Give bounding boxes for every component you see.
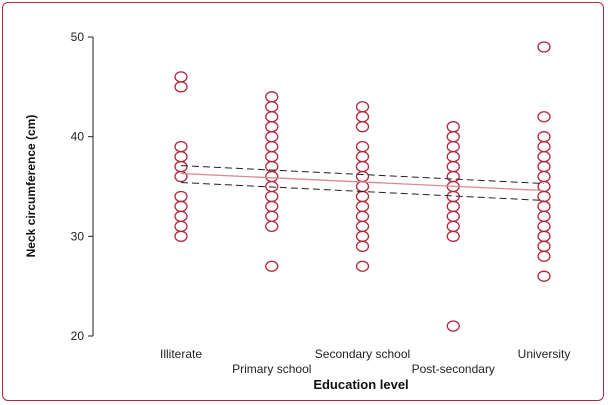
data-point — [174, 150, 188, 163]
x-tick-label: Primary school — [232, 362, 311, 376]
data-point — [265, 91, 279, 103]
data-point — [537, 270, 551, 282]
data-point — [446, 220, 460, 233]
data-point — [174, 190, 188, 203]
data-point — [537, 200, 551, 213]
data-point — [355, 180, 370, 193]
y-tick-label: 30 — [71, 229, 85, 243]
data-point — [355, 111, 370, 123]
data-point — [537, 111, 551, 123]
data-point — [265, 121, 279, 133]
data-point — [355, 101, 370, 113]
data-point — [174, 210, 188, 223]
data-point — [265, 101, 279, 113]
data-point — [446, 150, 460, 163]
data-point — [265, 170, 279, 183]
data-point — [446, 200, 460, 213]
ci-upper-line — [180, 165, 545, 185]
data-point — [174, 220, 188, 233]
data-point — [355, 140, 370, 153]
data-point — [537, 160, 551, 173]
ci-lower-line — [180, 182, 545, 201]
data-point — [265, 140, 279, 153]
data-points — [174, 41, 551, 332]
data-point — [355, 210, 370, 223]
data-point — [265, 190, 279, 203]
data-point — [174, 140, 188, 153]
data-point — [265, 210, 279, 223]
data-point — [355, 150, 370, 163]
axes — [88, 36, 94, 337]
data-point — [537, 170, 551, 183]
data-point — [265, 150, 279, 163]
x-axis-title: Education level — [313, 377, 408, 392]
data-point — [446, 131, 460, 143]
data-point — [446, 320, 460, 332]
data-point — [446, 121, 460, 133]
data-point — [537, 240, 551, 252]
data-point — [265, 260, 279, 272]
data-point — [174, 230, 188, 242]
x-tick-label: University — [518, 347, 571, 361]
data-point — [355, 200, 370, 213]
regression-line — [180, 172, 545, 192]
data-point — [537, 131, 551, 143]
y-axis-title: Neck circumference (cm) — [24, 115, 38, 258]
y-tick-label: 50 — [71, 30, 85, 44]
data-point — [265, 220, 279, 233]
data-point — [355, 240, 370, 252]
x-tick-label: Post-secondary — [412, 362, 495, 376]
data-point — [537, 250, 551, 262]
data-point — [355, 170, 370, 183]
data-point — [446, 140, 460, 153]
x-tick-label: Illiterate — [160, 347, 202, 361]
data-point — [537, 41, 551, 53]
x-tick-label: Secondary school — [315, 347, 410, 361]
data-point — [355, 220, 370, 233]
data-point — [355, 260, 370, 272]
data-point — [355, 121, 370, 133]
trend-lines — [180, 165, 545, 201]
data-point — [265, 200, 279, 213]
data-point — [265, 131, 279, 143]
data-point — [446, 230, 460, 242]
data-point — [355, 160, 370, 173]
tick-labels: 20 30 40 50 Illiterate Primary school Secondar… — [71, 30, 571, 376]
data-point — [537, 140, 551, 153]
data-point — [265, 111, 279, 123]
data-point — [174, 160, 188, 173]
y-tick-label: 20 — [71, 329, 85, 343]
data-point — [355, 190, 370, 203]
data-point — [355, 230, 370, 242]
data-point — [174, 81, 188, 93]
data-point — [446, 210, 460, 223]
data-point — [174, 71, 188, 83]
chart-frame — [2, 2, 604, 401]
data-point — [446, 170, 460, 183]
data-point — [537, 210, 551, 223]
data-point — [174, 170, 188, 183]
data-point — [174, 200, 188, 213]
data-point — [537, 150, 551, 163]
data-point — [537, 230, 551, 242]
data-point — [537, 220, 551, 233]
y-tick-label: 40 — [71, 130, 85, 144]
data-point — [446, 160, 460, 173]
